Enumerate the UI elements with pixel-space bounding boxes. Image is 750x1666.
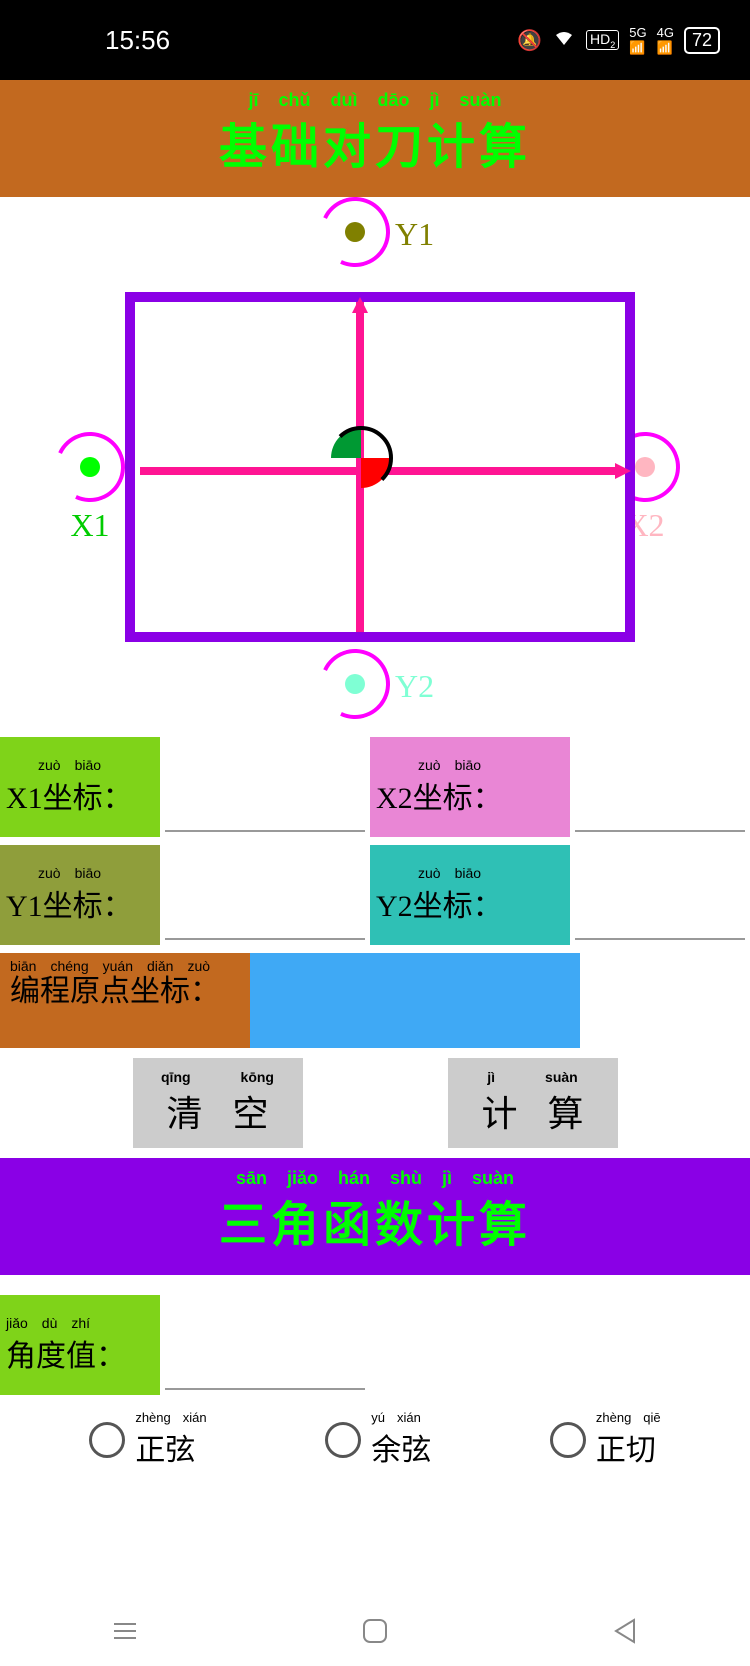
signal-5g-icon: 5G📶 [629,25,646,56]
mute-icon: 🔕 [517,28,542,53]
label-x2: zuòbiāo X2坐标： [370,737,570,837]
label-y1: zuòbiāo Y1坐标： [0,845,160,945]
radio-circle-icon [550,1422,586,1458]
input-y1[interactable] [165,905,365,940]
hd-icon: HD2 [586,30,619,51]
nav-back-icon[interactable] [608,1614,642,1648]
status-bar: 15:56 🔕 HD2 5G📶 4G📶 72 [0,0,750,80]
button-row: qīngkōng 清空 jìsuàn 计算 [0,1048,750,1158]
input-y2[interactable] [575,905,745,940]
center-origin-icon [325,422,397,494]
status-time: 15:56 [105,25,170,56]
header-trig-calc: sān jiǎo hán shù jì suàn 三角函数计算 [0,1158,750,1275]
header-title-2: 三角函数计算 [0,1185,750,1255]
marker-y1: Y1 [320,197,434,267]
marker-y2: Y2 [320,649,434,719]
marker-x1: X1 [55,432,125,544]
battery-indicator: 72 [684,27,720,54]
coordinate-diagram: Y1 X1 X2 Y2 [0,197,750,737]
input-row-x: zuòbiāo X1坐标： zuòbiāo X2坐标： [0,737,750,837]
calculate-button[interactable]: jìsuàn 计算 [448,1058,618,1148]
label-x1: zuòbiāo X1坐标： [0,737,160,837]
header-title-1: 基础对刀计算 [0,107,750,177]
wifi-icon [552,27,576,53]
label-angle: jiǎodùzhí 角度值： [0,1295,160,1395]
angle-row: jiǎodùzhí 角度值： [0,1295,750,1395]
header-tool-calc: jī chǔ duì dāo jì suàn 基础对刀计算 [0,80,750,197]
origin-row: biānchéngyuándiǎnzuò 编程原点坐标： [0,953,750,1048]
arrow-right-icon [615,463,631,479]
radio-cos[interactable]: yúxián 余弦 [325,1410,431,1469]
input-angle[interactable] [165,1355,365,1390]
nav-home-icon[interactable] [358,1614,392,1648]
label-origin: biānchéngyuándiǎnzuò 编程原点坐标： [0,953,250,1048]
radio-row: zhèngxián 正弦 yúxián 余弦 zhèngqiē 正切 [0,1395,750,1484]
radio-sin[interactable]: zhèngxián 正弦 [89,1410,206,1469]
nav-bar [0,1596,750,1666]
label-y2: zuòbiāo Y2坐标： [370,845,570,945]
radio-circle-icon [325,1422,361,1458]
radio-circle-icon [89,1422,125,1458]
status-icons: 🔕 HD2 5G📶 4G📶 72 [517,25,720,56]
input-x2[interactable] [575,797,745,832]
signal-4g-icon: 4G📶 [657,25,674,56]
clear-button[interactable]: qīngkōng 清空 [133,1058,303,1148]
nav-recent-icon[interactable] [108,1614,142,1648]
input-row-y: zuòbiāo Y1坐标： zuòbiāo Y2坐标： [0,845,750,945]
origin-result [250,953,580,1048]
arrow-up-icon [352,297,368,313]
radio-tan[interactable]: zhèngqiē 正切 [550,1410,661,1469]
input-x1[interactable] [165,797,365,832]
